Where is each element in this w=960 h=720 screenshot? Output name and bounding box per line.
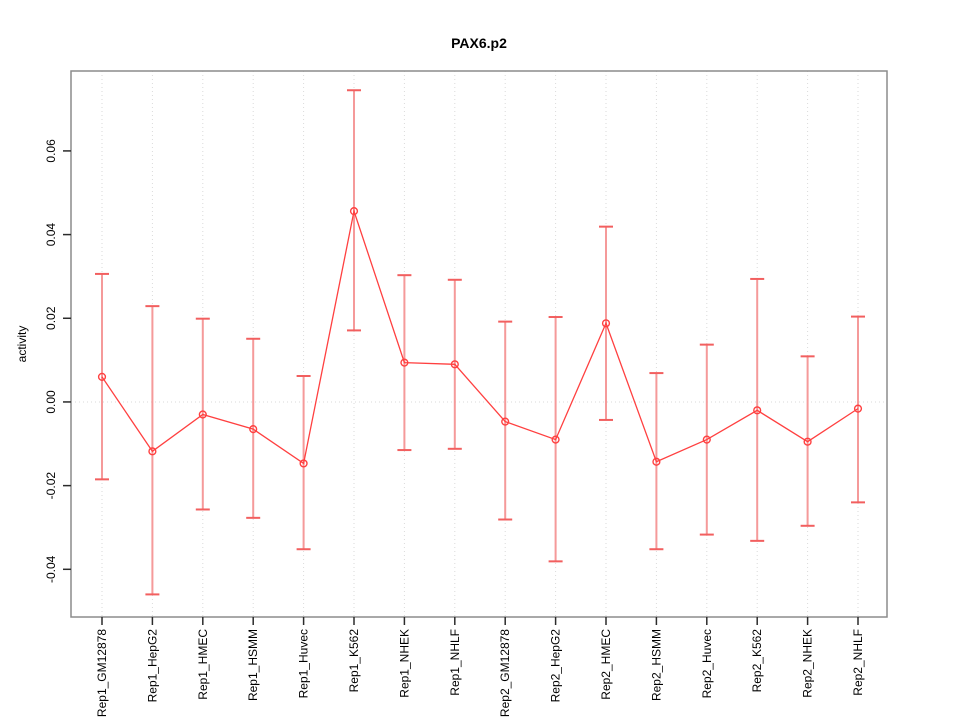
x-tick-label: Rep2_GM12878 — [498, 629, 512, 717]
x-tick-label: Rep2_HMEC — [599, 629, 613, 700]
x-tick-label: Rep1_HepG2 — [145, 629, 159, 703]
data-point — [349, 207, 359, 216]
x-tick-label: Rep1_HSMM — [246, 629, 260, 701]
data-point — [450, 360, 459, 369]
data-point — [501, 417, 510, 426]
data-point — [702, 435, 711, 444]
x-tick-label: Rep2_NHEK — [801, 629, 815, 698]
x-tick-label: Rep2_HSMM — [649, 629, 663, 701]
y-axis-label: activity — [15, 326, 29, 363]
y-tick-label: 0.00 — [44, 390, 58, 414]
plot-frame — [70, 70, 888, 618]
data-point — [97, 372, 107, 381]
data-point — [853, 404, 863, 413]
x-tick-label: Rep1_HMEC — [196, 629, 210, 700]
x-tick-label: Rep2_Huvec — [700, 629, 714, 698]
data-point — [198, 410, 207, 419]
data-point — [753, 406, 762, 415]
x-tick-label: Rep2_NHLF — [851, 629, 865, 696]
x-tick-label: Rep1_NHLF — [448, 629, 462, 696]
data-point — [148, 447, 157, 456]
x-tick-label: Rep1_K562 — [347, 629, 361, 693]
data-point — [400, 358, 409, 367]
y-tick-label: 0.06 — [44, 139, 58, 163]
x-tick-label: Rep1_NHEK — [397, 629, 411, 698]
data-point — [803, 437, 812, 446]
y-tick-label: -0.02 — [44, 472, 58, 500]
x-tick-label: Rep2_HepG2 — [549, 629, 563, 703]
data-point — [601, 319, 611, 328]
chart-title: PAX6.p2 — [451, 35, 507, 51]
y-tick-label: 0.04 — [44, 223, 58, 247]
data-point — [652, 457, 661, 466]
x-tick-label: Rep2_K562 — [750, 629, 764, 693]
y-tick-label: -0.04 — [44, 555, 58, 583]
y-tick-label: 0.02 — [44, 306, 58, 330]
series-line — [101, 208, 859, 465]
data-point — [299, 459, 308, 468]
x-tick-label: Rep1_Huvec — [297, 629, 311, 698]
data-point — [551, 435, 560, 444]
x-tick-label: Rep1_GM12878 — [95, 629, 109, 717]
data-point — [249, 425, 258, 434]
